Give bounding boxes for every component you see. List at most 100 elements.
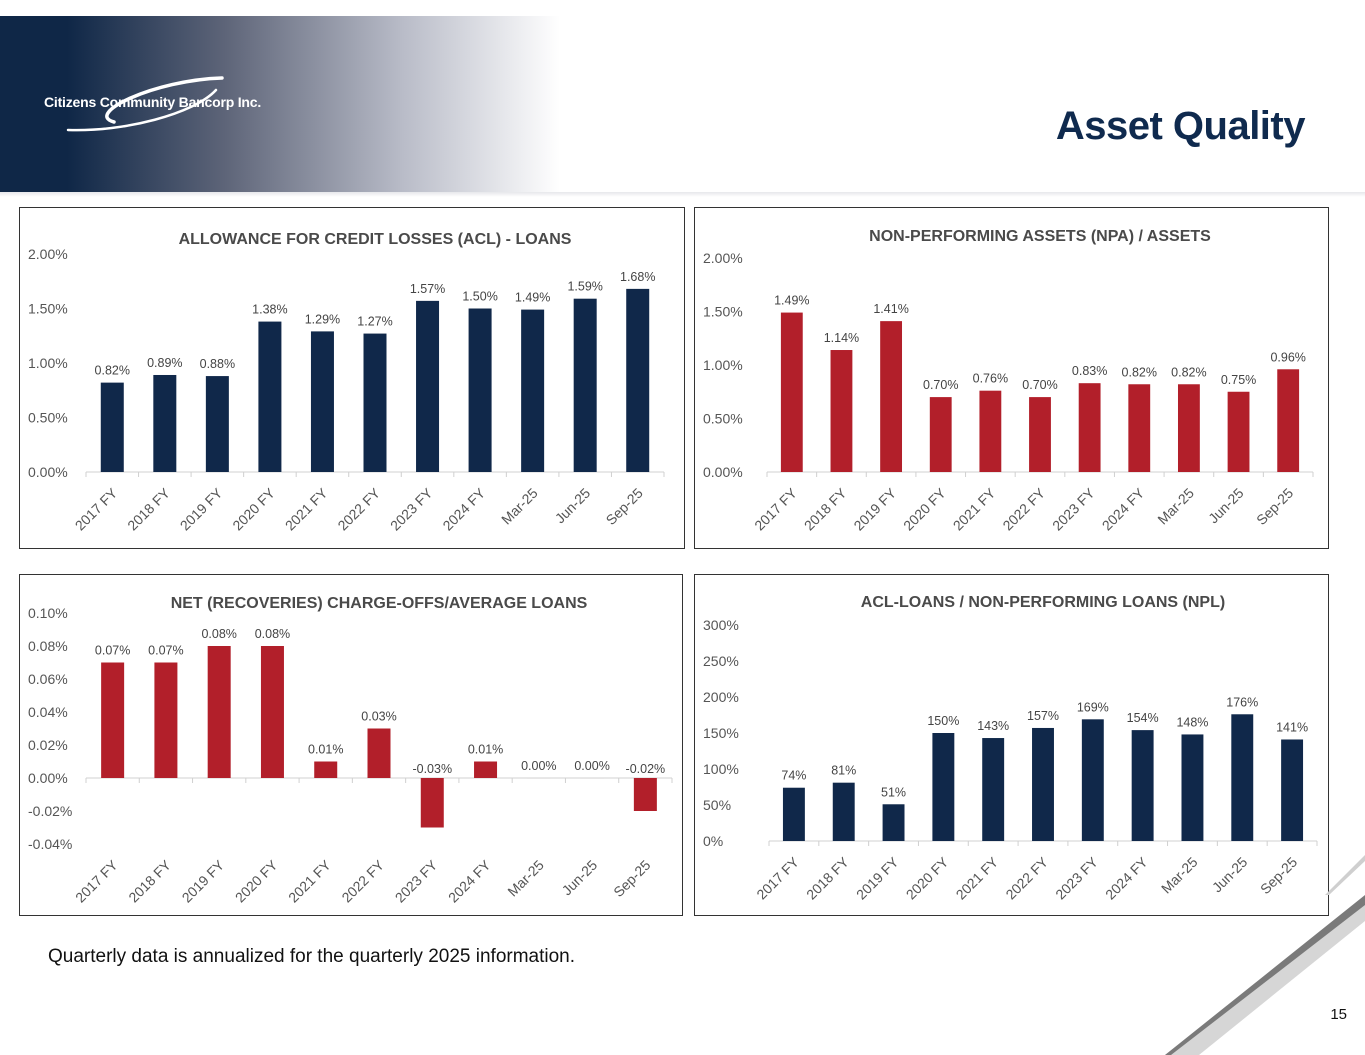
x-tick-label: Jun-25 <box>559 857 601 899</box>
bar-npa <box>1177 384 1200 472</box>
data-label: 1.27% <box>357 315 392 329</box>
chart-panel-acl: ALLOWANCE FOR CREDIT LOSSES (ACL) - LOAN… <box>19 207 685 549</box>
page-title: Asset Quality <box>1055 104 1306 148</box>
y-tick-label: 1.00% <box>28 355 68 371</box>
chart-title: NET (RECOVERIES) CHARGE-OFFS/AVERAGE LOA… <box>171 595 588 612</box>
chart-title: NON-PERFORMING ASSETS (NPA) / ASSETS <box>869 228 1211 245</box>
bar-npa <box>830 350 853 472</box>
bar-npa <box>780 312 803 472</box>
bar-nco <box>154 662 178 778</box>
data-label: 1.41% <box>873 302 908 316</box>
x-tick-label: 2024 FY <box>1102 853 1151 902</box>
bar-nco <box>260 646 284 778</box>
bar-acl <box>416 300 440 472</box>
data-label: 0.00% <box>574 759 609 773</box>
data-label: 0.88% <box>200 357 235 371</box>
bar-acl <box>153 374 177 472</box>
data-label: 0.00% <box>521 759 556 773</box>
bar-nco <box>207 646 231 778</box>
y-tick-label: 0.00% <box>28 770 68 786</box>
x-tick-label: 2021 FY <box>950 484 999 533</box>
y-tick-label: 0.50% <box>703 411 743 427</box>
bar-npl <box>1081 719 1104 841</box>
y-tick-label: 150% <box>703 725 739 741</box>
bar-acl <box>521 309 545 472</box>
y-tick-label: 1.50% <box>28 301 68 317</box>
bar-npl <box>1281 739 1304 841</box>
logo-swoosh-icon <box>66 76 224 132</box>
bar-npa <box>1128 384 1151 472</box>
x-tick-label: Mar-25 <box>498 485 541 528</box>
y-tick-label: 0% <box>703 833 723 849</box>
chart-panel-npa: NON-PERFORMING ASSETS (NPA) / ASSETS 0.00… <box>694 207 1329 549</box>
data-label: 169% <box>1077 700 1109 714</box>
y-tick-label: 50% <box>703 797 731 813</box>
data-label: 0.76% <box>973 372 1008 386</box>
bar-acl <box>310 331 334 472</box>
data-label: 1.59% <box>567 280 602 294</box>
x-tick-label: 2021 FY <box>953 853 1002 902</box>
y-tick-label: 0.00% <box>703 464 743 480</box>
data-label: 51% <box>881 785 906 799</box>
header-band <box>0 16 560 194</box>
x-tick-label: Jun-25 <box>1205 485 1247 527</box>
data-label: 0.01% <box>308 743 343 757</box>
data-label: 143% <box>977 719 1009 733</box>
data-label: 1.68% <box>620 270 655 284</box>
company-logo: Citizens Community Bancorp Inc. <box>44 74 284 138</box>
data-label: 0.07% <box>148 644 183 658</box>
bar-npl <box>982 738 1005 841</box>
x-tick-label: 2024 FY <box>1099 484 1148 533</box>
x-tick-label: 2018 FY <box>124 484 173 533</box>
x-tick-label: Mar-25 <box>1154 485 1197 528</box>
x-tick-label: 2020 FY <box>900 484 949 533</box>
bar-npa <box>1227 391 1250 472</box>
x-tick-label: 2018 FY <box>803 853 852 902</box>
page-number: 15 <box>1330 1006 1347 1023</box>
chart-acl: ALLOWANCE FOR CREDIT LOSSES (ACL) - LOAN… <box>28 231 665 534</box>
data-label: 0.82% <box>1122 365 1157 379</box>
chart-npa: NON-PERFORMING ASSETS (NPA) / ASSETS 0.00… <box>703 228 1314 534</box>
data-label: 0.08% <box>201 627 236 641</box>
corner-decoration <box>1165 855 1365 1055</box>
bar-npa <box>1277 369 1300 472</box>
bar-npl <box>832 782 855 841</box>
data-label: 1.49% <box>774 294 809 308</box>
bar-npa <box>929 397 952 472</box>
x-tick-label: 2017 FY <box>72 856 121 905</box>
bar-npl <box>1032 727 1054 841</box>
bar-acl <box>626 288 650 472</box>
data-label: -0.02% <box>626 762 666 776</box>
x-tick-label: 2021 FY <box>285 856 334 905</box>
x-tick-label: Sep-25 <box>1253 485 1296 528</box>
data-label: 0.96% <box>1270 350 1305 364</box>
bar-acl <box>205 376 229 472</box>
x-tick-label: Sep-25 <box>610 857 653 900</box>
x-tick-label: 2017 FY <box>72 484 121 533</box>
x-tick-label: 2020 FY <box>229 484 278 533</box>
bar-npa <box>880 321 903 472</box>
data-label: 81% <box>831 764 856 778</box>
x-tick-label: 2017 FY <box>753 853 802 902</box>
chart-title: ALLOWANCE FOR CREDIT LOSSES (ACL) - LOAN… <box>179 231 572 248</box>
bar-npl <box>932 733 955 841</box>
data-label: -0.03% <box>412 762 452 776</box>
bar-nco <box>101 662 125 778</box>
chart-title: ACL-LOANS / NON-PERFORMING LOANS (NPL) <box>861 594 1225 611</box>
chart-panel-nco: NET (RECOVERIES) CHARGE-OFFS/AVERAGE LOA… <box>19 574 683 916</box>
bar-nco <box>474 761 498 778</box>
data-label: 0.07% <box>95 644 130 658</box>
y-tick-label: 1.50% <box>703 304 743 320</box>
footnote: Quarterly data is annualized for the qua… <box>48 946 576 967</box>
bar-acl <box>363 333 387 472</box>
bar-npa <box>1078 383 1101 472</box>
bar-npa <box>1029 397 1051 472</box>
data-label: 0.89% <box>147 356 182 370</box>
y-tick-label: 0.04% <box>28 704 68 720</box>
y-tick-label: 2.00% <box>703 250 743 266</box>
x-tick-label: 2023 FY <box>1049 484 1098 533</box>
bar-acl <box>573 298 597 472</box>
data-label: 176% <box>1226 695 1258 709</box>
y-tick-label: 0.06% <box>28 671 68 687</box>
bar-npl <box>882 804 905 841</box>
